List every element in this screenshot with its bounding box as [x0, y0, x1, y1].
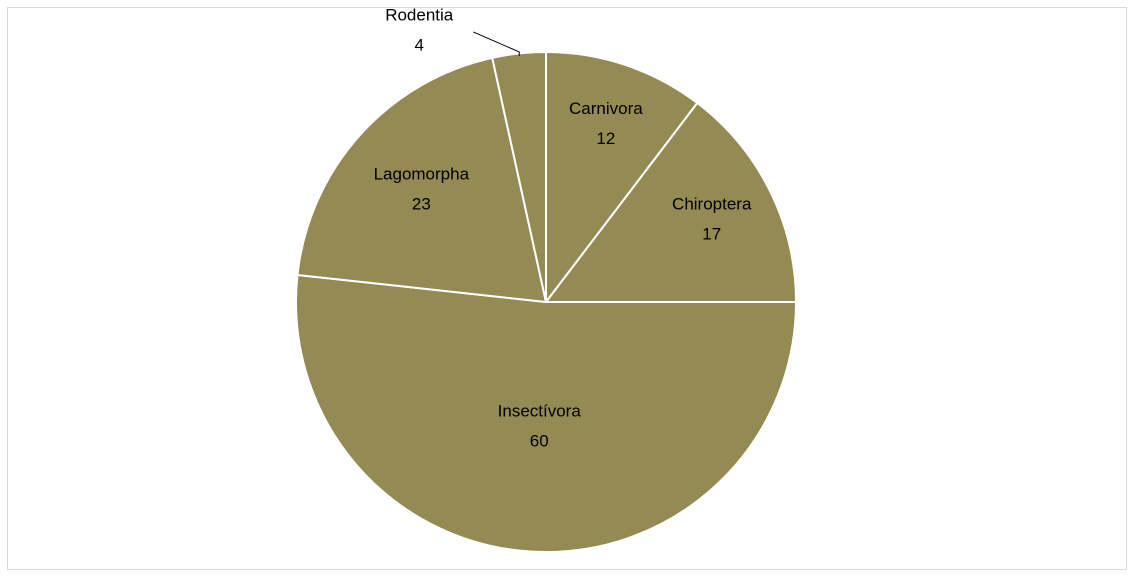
pie-slice	[545, 50, 699, 305]
pie-slice	[295, 273, 798, 554]
leader-line	[473, 31, 520, 56]
slice-label: Carnivora	[569, 99, 643, 118]
pie-slice	[296, 56, 548, 304]
slice-value: 17	[702, 224, 721, 243]
slice-label: Rodentia	[385, 5, 454, 24]
slice-label: Insectívora	[498, 401, 582, 420]
slice-value: 60	[530, 431, 549, 450]
slice-value: 23	[412, 195, 431, 214]
pie-slice	[543, 101, 798, 303]
slice-value: 12	[596, 129, 615, 148]
slice-value: 4	[415, 35, 424, 54]
slice-label: Lagomorpha	[374, 165, 470, 184]
slice-label: Chiroptera	[672, 194, 752, 213]
